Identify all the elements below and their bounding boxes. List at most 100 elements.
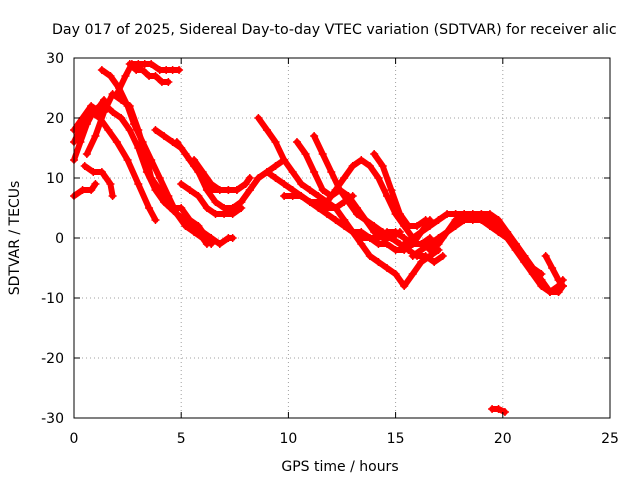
data-point: [500, 408, 509, 416]
data-point: [172, 138, 181, 146]
y-tick-label: -30: [41, 411, 64, 427]
series-track-12: [177, 180, 246, 218]
data-point: [104, 126, 113, 134]
data-point: [164, 192, 173, 200]
data-point: [421, 216, 430, 224]
data-point: [241, 180, 250, 188]
data-point: [297, 192, 306, 200]
data-point: [434, 240, 443, 248]
data-point: [344, 198, 353, 206]
grid-lines: [74, 58, 610, 418]
data-point: [451, 210, 460, 218]
data-point: [370, 222, 379, 230]
data-point: [494, 405, 503, 413]
data-point: [198, 234, 207, 242]
data-point: [202, 204, 211, 212]
data-point: [237, 198, 246, 206]
data-point: [151, 126, 160, 134]
data-point: [391, 228, 400, 236]
data-point: [365, 162, 374, 170]
data-point: [215, 186, 224, 194]
data-point: [413, 222, 422, 230]
series-track-20: [340, 216, 434, 248]
data-point: [451, 222, 460, 230]
series-line: [315, 157, 416, 241]
data-point: [408, 270, 417, 278]
data-point: [310, 168, 319, 176]
y-tick-label: 20: [46, 111, 64, 127]
data-point: [417, 258, 426, 266]
data-point: [348, 162, 357, 170]
data-point: [151, 72, 160, 80]
data-point: [262, 168, 271, 176]
data-point: [155, 174, 164, 182]
data-point: [357, 156, 366, 164]
data-point: [164, 78, 173, 86]
data-point: [254, 174, 263, 182]
data-point: [383, 240, 392, 248]
data-point: [395, 210, 404, 218]
data-point: [87, 102, 96, 110]
data-point: [147, 156, 156, 164]
data-point: [477, 210, 486, 218]
data-point: [310, 132, 319, 140]
data-point: [87, 186, 96, 194]
data-point: [383, 192, 392, 200]
data-point: [391, 246, 400, 254]
data-point: [288, 168, 297, 176]
series-track-27: [488, 405, 509, 416]
data-point: [340, 216, 349, 224]
data-point: [485, 216, 494, 224]
data-point: [408, 234, 417, 242]
data-point: [404, 222, 413, 230]
x-tick-label: 15: [387, 431, 405, 447]
data-point: [425, 246, 434, 254]
series-line: [71, 181, 99, 199]
data-point: [443, 228, 452, 236]
data-point: [554, 276, 563, 284]
x-tick-label: 0: [70, 431, 79, 447]
data-point: [194, 222, 203, 230]
data-point: [134, 180, 143, 188]
data-point: [520, 252, 529, 260]
data-point: [123, 156, 132, 164]
data-point: [271, 162, 280, 170]
data-point: [425, 222, 434, 230]
data-point: [365, 234, 374, 242]
data-point: [322, 198, 331, 206]
data-point: [228, 234, 237, 242]
series-line: [542, 253, 566, 289]
data-point: [121, 72, 130, 80]
data-point: [160, 132, 169, 140]
series-track-25: [451, 210, 546, 278]
data-point: [245, 186, 254, 194]
data-point: [271, 174, 280, 182]
data-point: [224, 186, 233, 194]
data-point: [211, 210, 220, 218]
data-point: [348, 228, 357, 236]
data-point: [245, 174, 254, 182]
data-point: [194, 192, 203, 200]
data-point: [80, 162, 89, 170]
x-tick-label: 20: [494, 431, 512, 447]
data-point: [172, 210, 181, 218]
data-point: [387, 186, 396, 194]
data-point: [365, 252, 374, 260]
data-point: [327, 168, 336, 176]
data-point: [383, 228, 392, 236]
series-track-21: [370, 150, 430, 230]
series-track-8: [112, 60, 184, 98]
series-track-4: [82, 90, 216, 248]
series-line: [71, 109, 159, 223]
data-point: [215, 240, 224, 248]
data-point: [548, 264, 557, 272]
y-tick-label: 30: [46, 51, 64, 67]
data-point: [202, 240, 211, 248]
y-tick-label: 10: [46, 171, 64, 187]
data-point: [91, 180, 100, 188]
data-series: [70, 60, 567, 416]
data-point: [112, 138, 121, 146]
data-point: [404, 246, 413, 254]
data-point: [331, 186, 340, 194]
